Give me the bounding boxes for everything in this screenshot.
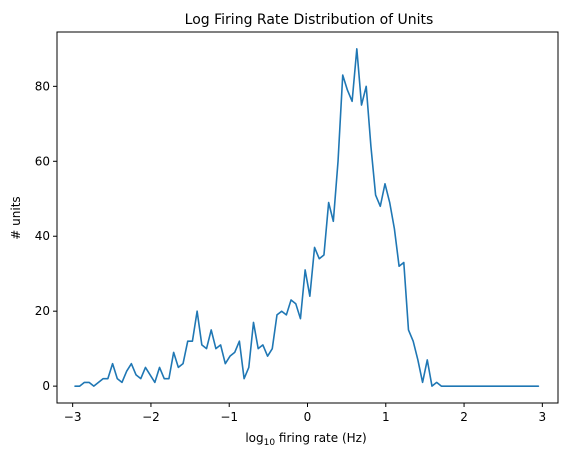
plot-area-frame [56, 31, 559, 404]
x-tick-label: 3 [539, 410, 547, 424]
x-tick-label: −2 [142, 410, 160, 424]
x-tick-label: 2 [460, 410, 468, 424]
y-tick-label: 80 [35, 79, 50, 93]
x-axis: −3 −2 −1 0 1 2 3 [64, 403, 546, 424]
y-tick-label: 60 [35, 154, 50, 168]
x-tick-label: −1 [220, 410, 238, 424]
x-axis-label: log10 firing rate (Hz) [245, 431, 366, 448]
y-axis: 0 20 40 60 80 [35, 79, 57, 393]
x-axis-label-subscript: 10 [264, 438, 276, 448]
x-tick-label: 0 [304, 410, 312, 424]
x-axis-label-rest: firing rate (Hz) [275, 431, 367, 445]
x-tick-label: −3 [64, 410, 82, 424]
series-line [74, 48, 540, 387]
y-tick-label: 0 [42, 379, 50, 393]
y-axis-label: # units [9, 196, 23, 239]
x-axis-label-main: log [245, 431, 263, 445]
chart-title: Log Firing Rate Distribution of Units [185, 12, 434, 28]
y-tick-label: 20 [35, 304, 50, 318]
y-tick-label: 40 [35, 229, 50, 243]
x-tick-label: 1 [382, 410, 390, 424]
